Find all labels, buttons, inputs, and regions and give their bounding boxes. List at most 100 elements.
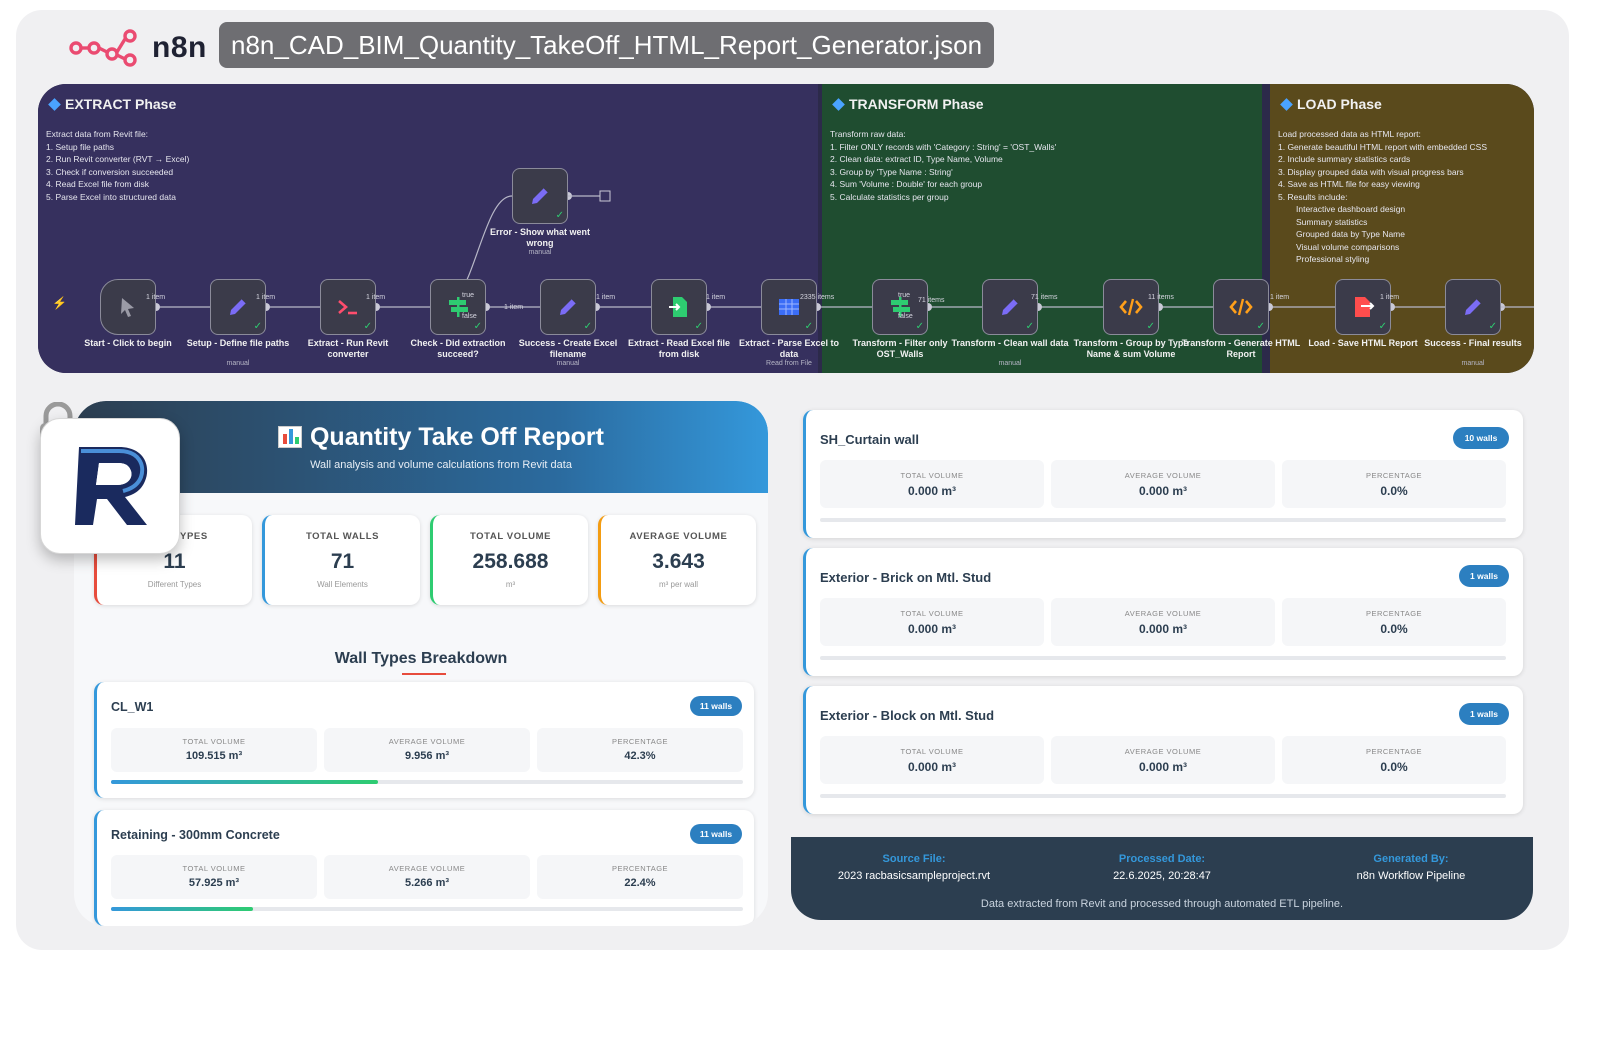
- workflow-canvas[interactable]: EXTRACT Phase Extract data from Revit fi…: [38, 84, 1534, 373]
- metric-total-volume: TOTAL VOLUME 0.000 m³: [820, 460, 1044, 508]
- workflow-node-0[interactable]: [100, 279, 156, 335]
- node-label: Error - Show what went wrong: [489, 227, 590, 248]
- footer-label: Source File:: [882, 853, 946, 865]
- metric-value: 22.4%: [624, 877, 656, 889]
- add-node-plus-icon[interactable]: [599, 190, 611, 202]
- metric-value: 109.515 m³: [185, 750, 243, 762]
- node-label: Extract - Read Excel file from disk: [627, 338, 731, 359]
- spreadsheet-icon: [779, 299, 799, 315]
- metric-value: 42.3%: [624, 750, 656, 762]
- stat-sub: m³: [505, 580, 516, 589]
- volume-progress-bar: [820, 794, 1506, 798]
- note-line: 1. Generate beautiful HTML report with e…: [1278, 141, 1487, 152]
- volume-progress-bar: [111, 907, 743, 911]
- note-line: 5. Parse Excel into structured data: [46, 191, 176, 202]
- workflow-file-title[interactable]: n8n_CAD_BIM_Quantity_TakeOff_HTML_Report…: [219, 22, 995, 68]
- workflow-node-2[interactable]: ✓: [320, 279, 376, 335]
- stat-value: 258.688: [472, 550, 549, 573]
- metric-value: 9.956 m³: [404, 750, 450, 762]
- node-label: Transform - Generate HTML Report: [1181, 338, 1301, 359]
- workflow-node-10[interactable]: ✓: [1213, 279, 1269, 335]
- success-check-icon: ✓: [1488, 321, 1497, 332]
- workflow-node-4[interactable]: ✓: [540, 279, 596, 335]
- success-check-icon: ✓: [583, 321, 592, 332]
- workflow-node-11[interactable]: ✓: [1335, 279, 1391, 335]
- metric-label: PERCENTAGE: [611, 737, 669, 746]
- metric-label: PERCENTAGE: [1365, 471, 1423, 480]
- metric-average-volume: AVERAGE VOLUME 0.000 m³: [1051, 598, 1275, 646]
- node-subtitle: manual: [1461, 360, 1485, 367]
- node-subtitle: Read from File: [766, 360, 812, 367]
- edge-item-count-label: 1 item: [1270, 294, 1290, 301]
- wall-count-badge: 10 walls: [1453, 427, 1509, 449]
- workflow-node-7[interactable]: ✓: [872, 279, 928, 335]
- workflow-node-error[interactable]: ✓: [512, 168, 568, 224]
- wall-type-card: Retaining - 300mm Concrete 11 walls TOTA…: [94, 810, 754, 926]
- volume-progress-bar: [111, 780, 743, 784]
- n8n-logo: n8n: [68, 28, 207, 68]
- stat-label: TOTAL WALLS: [305, 531, 380, 542]
- metric-label: PERCENTAGE: [611, 864, 669, 873]
- report-panel-left: Quantity Take Off Report Wall analysis a…: [74, 401, 768, 926]
- note-bullet: Professional styling: [1296, 254, 1370, 264]
- workflow-node-1[interactable]: ✓: [210, 279, 266, 335]
- volume-progress-fill: [111, 780, 379, 784]
- footer-generated-by: Generated By: n8n Workflow Pipeline: [1291, 853, 1531, 882]
- workflow-node-12[interactable]: ✓: [1445, 279, 1501, 335]
- stat-value: 11: [163, 550, 186, 573]
- metric-label: AVERAGE VOLUME: [1124, 609, 1202, 618]
- metric-value: 0.000 m³: [907, 484, 957, 498]
- chart-icon: [277, 426, 302, 448]
- edge-item-count-label: 1 item: [366, 294, 386, 301]
- metric-value: 0.000 m³: [1138, 484, 1188, 498]
- wall-count-badge: 11 walls: [690, 696, 742, 716]
- stat-value: 3.643: [652, 550, 705, 573]
- edge-item-count-label: 1 item: [256, 294, 276, 301]
- metric-label: TOTAL VOLUME: [182, 737, 246, 746]
- note-line: 3. Check if conversion succeeded: [46, 166, 174, 177]
- phase-title: TRANSFORM Phase: [849, 96, 984, 112]
- wall-type-card: Exterior - Brick on Mtl. Stud 1 walls TO…: [803, 548, 1523, 676]
- note-line: 2. Include summary statistics cards: [1278, 154, 1411, 164]
- stat-sub: Different Types: [147, 580, 202, 589]
- node-label: Start - Click to begin: [84, 338, 172, 348]
- edge-item-count-label: 1 item: [1380, 294, 1400, 301]
- workflow-node-5[interactable]: ✓: [651, 279, 707, 335]
- metric-total-volume: TOTAL VOLUME 0.000 m³: [820, 736, 1044, 784]
- success-check-icon: ✓: [1256, 321, 1265, 332]
- workflow-node-3[interactable]: ✓: [430, 279, 486, 335]
- edge-item-count-label: 1 item: [596, 294, 616, 301]
- footer-label: Processed Date:: [1118, 853, 1206, 865]
- n8n-logo-icon: [69, 29, 137, 67]
- report-subtitle: Wall analysis and volume calculations fr…: [310, 459, 572, 471]
- phase-title: LOAD Phase: [1297, 96, 1382, 112]
- success-check-icon: ✓: [694, 321, 703, 332]
- edge-item-count-label: 1 item: [146, 294, 166, 301]
- workflow-node-8[interactable]: ✓: [982, 279, 1038, 335]
- success-check-icon: ✓: [1146, 321, 1155, 332]
- wall-type-name: Exterior - Brick on Mtl. Stud: [820, 570, 992, 585]
- code-icon: [1119, 298, 1143, 316]
- metric-value: 5.266 m³: [404, 877, 450, 889]
- note-line: Transform raw data:: [830, 129, 906, 139]
- node-label: Transform - Group by Type Name & sum Vol…: [1073, 338, 1189, 359]
- stat-card-total-volume: TOTAL VOLUME 258.688 m³: [430, 515, 588, 605]
- wall-type-card: Exterior - Block on Mtl. Stud 1 walls TO…: [803, 686, 1523, 814]
- note-line: 1. Filter ONLY records with 'Category : …: [830, 141, 1057, 152]
- stat-card-average-volume: AVERAGE VOLUME 3.643 m³ per wall: [598, 515, 756, 605]
- file-read-icon: [669, 297, 687, 317]
- note-bullet: Summary statistics: [1296, 216, 1368, 227]
- success-check-icon: ✓: [363, 321, 372, 332]
- metric-value: 0.000 m³: [1138, 622, 1188, 636]
- note-line: 1. Setup file paths: [46, 141, 115, 152]
- edge-item-count-label: 11 items: [1148, 294, 1174, 301]
- stat-sub: Wall Elements: [317, 580, 368, 589]
- metric-label: PERCENTAGE: [1365, 747, 1423, 756]
- note-line: 4. Read Excel file from disk: [46, 179, 149, 189]
- node-label: Setup - Define file paths: [186, 338, 290, 348]
- metric-label: AVERAGE VOLUME: [388, 864, 466, 873]
- phase-title: EXTRACT Phase: [65, 96, 177, 112]
- edge-item-count-label: true: [462, 292, 475, 299]
- workflow-node-9[interactable]: ✓: [1103, 279, 1159, 335]
- workflow-node-6[interactable]: ✓: [761, 279, 817, 335]
